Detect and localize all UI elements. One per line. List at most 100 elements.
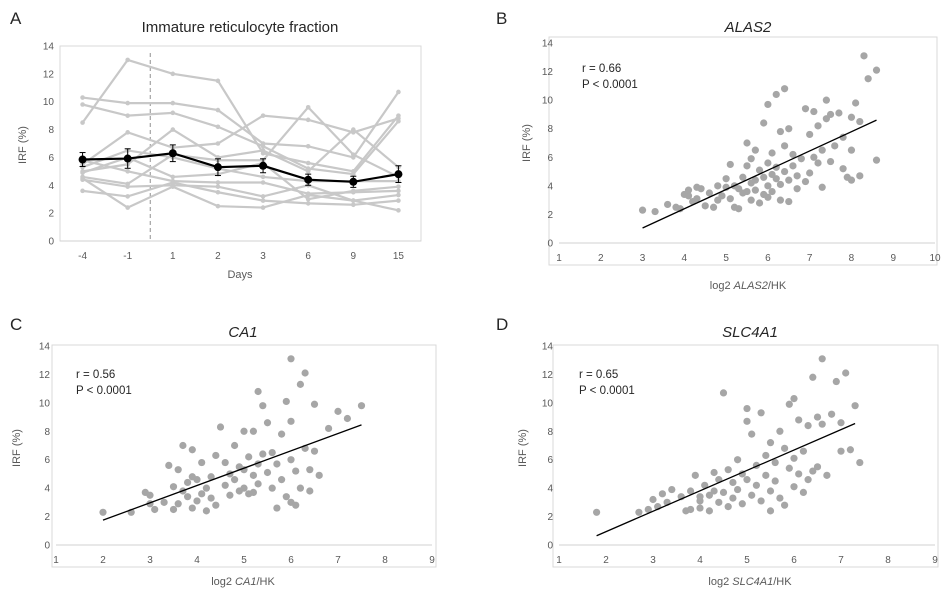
scatter-point	[334, 407, 342, 415]
scatter-point	[174, 466, 182, 474]
scatter-point	[757, 409, 765, 417]
regression-line-d	[596, 422, 856, 537]
scatter-point	[789, 150, 797, 159]
scatter-point	[828, 410, 836, 418]
panel-letter-d: D	[496, 315, 508, 334]
scatter-point	[837, 447, 845, 455]
scatter-point	[766, 487, 775, 495]
y-tick-label-a: 12	[43, 69, 55, 80]
y-tick-label-d: 6	[547, 455, 553, 466]
x-tick-label-b: 4	[682, 253, 688, 264]
individual-series-point	[351, 189, 356, 195]
scatter-point	[839, 133, 847, 141]
chart-title-d: SLC4A1	[722, 324, 778, 341]
scatter-point	[764, 100, 772, 109]
panel-letter-c: C	[10, 315, 22, 334]
x-tick-label-a: -1	[123, 251, 132, 262]
x-tick-label-a: 9	[351, 251, 357, 262]
scatter-point	[306, 487, 314, 495]
individual-series-point	[170, 71, 176, 77]
scatter-point	[781, 444, 789, 452]
mean-series-point	[213, 163, 222, 172]
scatter-point	[644, 505, 652, 514]
scatter-point	[804, 476, 812, 484]
y-tick-label-c: 4	[44, 484, 50, 495]
scatter-point	[684, 192, 693, 200]
individual-series-point	[125, 113, 130, 118]
plot-area-b	[548, 36, 938, 266]
scatter-point	[785, 197, 793, 206]
scatter-point	[757, 497, 765, 505]
x-axis-label-c: log2 CA1/HK	[211, 576, 275, 588]
scatter-point	[729, 478, 737, 487]
y-tick-label-a: 14	[43, 42, 55, 53]
scatter-point	[165, 461, 173, 469]
chart-title-b: ALAS2	[724, 19, 772, 36]
scatter-point	[856, 117, 864, 126]
scatter-point	[799, 488, 808, 497]
individual-series-point	[260, 198, 266, 203]
scatter-point	[343, 414, 351, 423]
scatter-point	[771, 458, 779, 467]
scatter-point	[831, 142, 839, 150]
scatter-point	[872, 66, 881, 74]
scatter-point	[701, 202, 709, 210]
individual-series-point	[305, 117, 311, 123]
scatter-point	[743, 476, 751, 484]
individual-series-point	[305, 192, 311, 198]
scatter-point	[718, 192, 726, 200]
scatter-point	[325, 424, 333, 433]
individual-series-point	[215, 124, 221, 130]
y-axis-label-a: IRF (%)	[17, 126, 29, 164]
x-axis-label-prefix-c: log2	[211, 576, 235, 588]
scatter-point	[310, 400, 319, 408]
x-axis-label-suffix-b: /HK	[768, 280, 787, 292]
x-tick-label-a: 15	[393, 251, 405, 262]
scatter-point	[231, 476, 239, 484]
x-tick-label-a: 3	[260, 251, 266, 262]
individual-series-point	[125, 194, 130, 199]
scatter-point	[809, 467, 817, 475]
scatter-point	[254, 387, 262, 396]
individual-series-point	[170, 184, 176, 189]
scatter-point	[668, 485, 676, 494]
scatter-point	[847, 146, 856, 154]
correlation-r-b: r = 0.66	[582, 63, 621, 75]
scatter-point	[823, 471, 831, 479]
individual-series-line	[82, 181, 399, 206]
mean-series-point	[349, 177, 358, 186]
individual-series-line	[82, 159, 399, 195]
scatter-point	[781, 85, 789, 93]
y-tick-label-d: 12	[542, 370, 554, 381]
individual-series-point	[396, 192, 401, 198]
scatter-point	[785, 176, 793, 184]
x-axis-label-gene-c: CA1	[235, 576, 256, 588]
scatter-point	[738, 500, 746, 508]
y-tick-label-b: 4	[547, 181, 553, 192]
scatter-point	[832, 377, 840, 386]
scatter-point	[240, 484, 248, 492]
scatter-point	[760, 173, 768, 181]
scatter-point	[296, 484, 304, 492]
individual-series-point	[305, 160, 311, 166]
y-axis-label-d: IRF (%)	[517, 429, 529, 467]
x-tick-label-a: 1	[170, 251, 176, 262]
y-tick-label-b: 8	[547, 124, 553, 135]
scatter-point	[797, 155, 805, 163]
scatter-point	[287, 417, 295, 425]
scatter-point	[719, 389, 728, 397]
individual-series-point	[170, 174, 176, 180]
scatter-point	[635, 508, 643, 516]
scatter-point	[781, 167, 789, 176]
y-axis-label-c: IRF (%)	[11, 429, 23, 467]
scatter-point	[310, 447, 319, 455]
scatter-point	[226, 491, 234, 499]
scatter-point	[839, 165, 847, 173]
individual-series-line	[81, 58, 400, 173]
scatter-point	[743, 417, 751, 425]
y-tick-label-c: 10	[39, 398, 51, 409]
scatter-point	[184, 478, 192, 487]
y-tick-label-b: 2	[547, 210, 553, 221]
scatter-point	[735, 205, 743, 213]
